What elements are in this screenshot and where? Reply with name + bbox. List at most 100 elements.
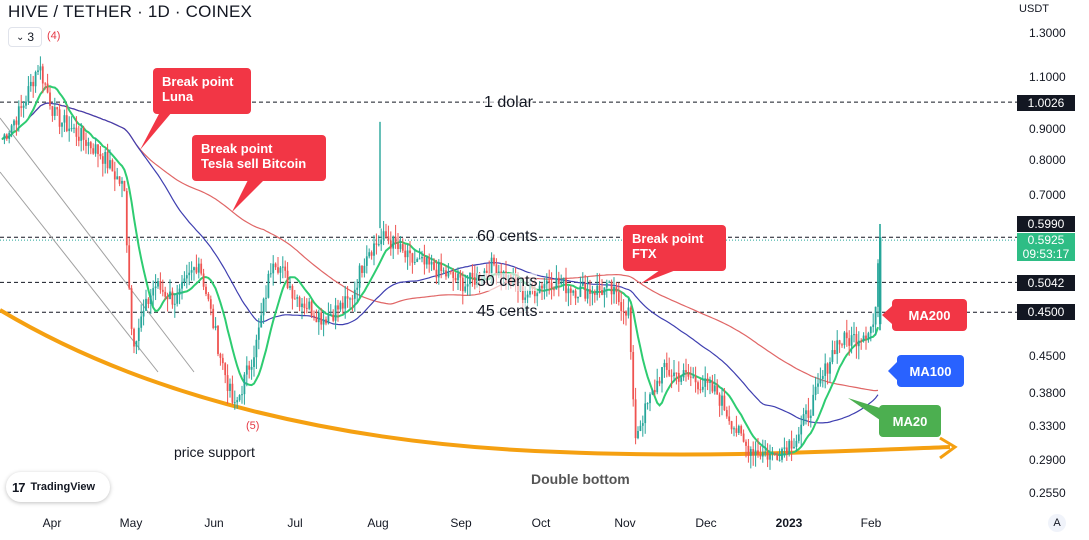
candle-body xyxy=(267,273,270,298)
candle-body xyxy=(536,293,539,297)
candle-body xyxy=(589,289,591,294)
candle-body xyxy=(56,107,59,110)
candle-body xyxy=(29,81,32,87)
candle-body xyxy=(665,362,668,370)
candle-body xyxy=(68,128,71,132)
candle-body xyxy=(653,390,656,393)
candle-body xyxy=(473,277,476,285)
candle-body xyxy=(733,428,735,430)
time-label-2023: 2023 xyxy=(775,516,803,530)
callout-break-ftx[interactable]: Break point FTX xyxy=(623,225,726,271)
candle-body xyxy=(850,335,853,346)
candle-body xyxy=(841,344,843,346)
level-label-45-cents: 45 cents xyxy=(477,303,538,321)
candle-body xyxy=(140,316,143,328)
candle-body xyxy=(257,327,260,340)
candle-body xyxy=(406,250,409,258)
candle-body xyxy=(250,366,253,370)
candle-body xyxy=(202,273,205,287)
candle-body xyxy=(442,270,445,272)
candle-body xyxy=(281,266,284,268)
candle-body xyxy=(845,332,848,339)
trend-lines xyxy=(0,117,958,460)
price-tick: 0.2900 xyxy=(1029,453,1066,468)
candle-body xyxy=(303,303,306,308)
candle-body xyxy=(243,374,246,395)
candle-body xyxy=(219,353,222,358)
candle-body xyxy=(327,314,330,324)
candle-body xyxy=(579,285,582,297)
candle-body xyxy=(685,370,687,373)
candle-body xyxy=(75,127,78,137)
candle-body xyxy=(867,333,870,339)
candle-body xyxy=(209,299,212,309)
candle-body xyxy=(596,285,599,295)
candle-body xyxy=(193,267,195,271)
candle-body xyxy=(853,334,855,336)
last-price-tag: 0.5925 09:53:17 xyxy=(1017,233,1075,261)
time-label-feb: Feb xyxy=(860,516,882,530)
candle-body xyxy=(809,415,812,418)
candle-body xyxy=(541,285,543,289)
candle-body xyxy=(277,267,279,273)
last-candle xyxy=(879,237,882,325)
level-label-1-dolar: 1 dolar xyxy=(484,94,533,112)
candle-body xyxy=(349,298,351,300)
candle-body xyxy=(269,273,272,275)
callout-ma200[interactable]: MA200 xyxy=(892,299,967,331)
candle-body xyxy=(435,269,438,278)
candle-body xyxy=(533,288,536,297)
auto-scale-button[interactable]: A xyxy=(1048,514,1066,532)
candle-body xyxy=(77,136,80,141)
currency-selector[interactable]: USDT xyxy=(1019,3,1049,15)
candle-body xyxy=(20,106,23,108)
candle-body xyxy=(797,434,800,441)
candle-body xyxy=(310,301,313,316)
candle-body xyxy=(137,327,140,341)
callout-break-tesla[interactable]: Break point Tesla sell Bitcoin xyxy=(192,135,326,181)
candle-body xyxy=(260,315,263,328)
candle-body xyxy=(790,440,793,449)
candle-body xyxy=(293,298,296,300)
candle-body xyxy=(375,243,378,245)
candle-body xyxy=(658,380,661,384)
candle-body xyxy=(147,298,150,304)
callout-ma20[interactable]: MA20 xyxy=(879,405,941,437)
candle-body xyxy=(452,271,455,278)
candle-body xyxy=(550,282,553,290)
double-bottom-label: Double bottom xyxy=(531,471,630,487)
tradingview-label: TradingView xyxy=(30,481,96,493)
candle-body xyxy=(737,426,740,433)
time-label-may: May xyxy=(119,516,143,530)
price-tick: 0.2550 xyxy=(1029,486,1066,500)
candle-body xyxy=(164,291,167,297)
candle-body xyxy=(562,277,565,284)
channel-line-bottom xyxy=(0,171,159,373)
tradingview-badge[interactable]: 17 TradingView xyxy=(6,472,110,502)
candle-body xyxy=(598,285,601,291)
candle-body xyxy=(377,244,380,246)
candle-body xyxy=(817,383,819,387)
candle-body xyxy=(704,378,707,387)
candle-body xyxy=(171,291,174,305)
candle-body xyxy=(771,453,774,455)
candle-body xyxy=(80,128,83,141)
candle-body xyxy=(663,362,666,368)
candle-body xyxy=(668,369,671,376)
candle-body xyxy=(229,383,231,391)
chart-title[interactable]: HIVE / TETHER · 1D · COINEX xyxy=(8,2,253,21)
candle-body xyxy=(154,286,157,289)
candle-body xyxy=(723,395,726,411)
candle-body xyxy=(680,377,683,382)
candle-body xyxy=(389,240,392,249)
indicator-count-toggle[interactable]: ⌄ 3 xyxy=(8,27,42,47)
callout-break-luna[interactable]: Break point Luna xyxy=(153,68,251,114)
candle-body xyxy=(353,289,356,299)
callout-ma100[interactable]: MA100 xyxy=(897,355,964,387)
candle-body xyxy=(161,289,164,292)
candle-body xyxy=(697,382,699,390)
candle-body xyxy=(677,372,680,382)
candle-body xyxy=(459,273,462,278)
candle-body xyxy=(819,378,822,384)
candle-body xyxy=(217,325,219,354)
